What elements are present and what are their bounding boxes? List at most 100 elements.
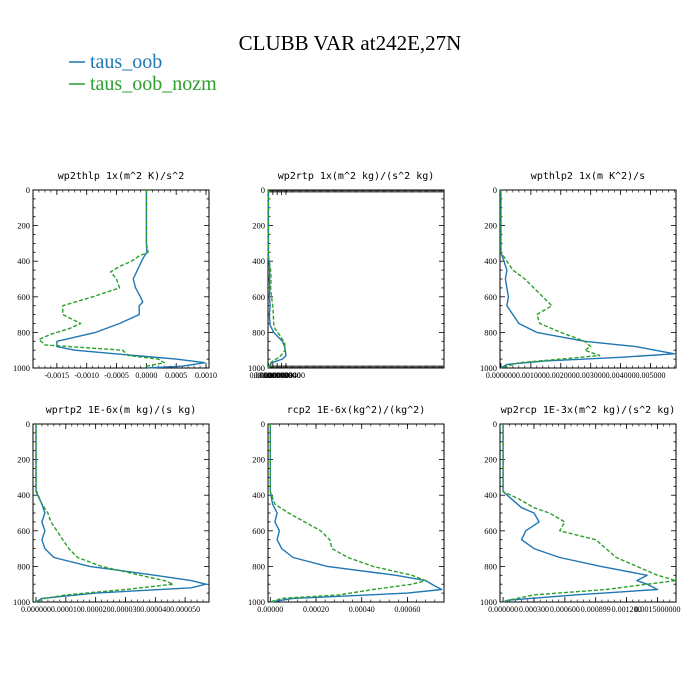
legend: taus_oob taus_oob_nozm <box>69 51 217 95</box>
y-tick-label: 400 <box>252 256 265 266</box>
x-tick-label: 0.000040 <box>140 605 170 614</box>
legend-label-taus-oob-nozm: taus_oob_nozm <box>90 73 217 95</box>
series-line-taus-oob-nozm <box>38 190 166 368</box>
x-tick-label: 0.00040 <box>349 605 375 614</box>
x-tick-label: 0.000000 <box>488 605 518 614</box>
y-tick-label: 800 <box>252 561 265 571</box>
plot-frame <box>499 423 677 603</box>
y-tick-label: 200 <box>252 221 265 231</box>
x-tick-label: 0.002000 <box>546 371 576 380</box>
x-tick-label: 0.0010 <box>195 371 217 380</box>
y-tick-label: 800 <box>484 561 497 571</box>
y-tick-label: 1000 <box>248 597 265 607</box>
x-tick-label: 0.001000 <box>516 371 546 380</box>
x-tick-label: -0.0010 <box>74 371 99 380</box>
x-tick-label: 0.001200 <box>612 605 642 614</box>
y-tick-label: 400 <box>17 256 30 266</box>
y-tick-label: 1000 <box>480 597 497 607</box>
x-tick-label: 0.005000 <box>636 371 666 380</box>
y-tick-label: 1000 <box>13 363 30 373</box>
series-line-taus-oob <box>269 424 443 603</box>
y-tick-label: 0 <box>493 185 497 195</box>
x-tick-label: -0.0015 <box>45 371 70 380</box>
plot-frame <box>267 189 445 369</box>
series-line-taus-oob-nozm <box>502 424 677 603</box>
y-tick-label: 200 <box>484 455 497 465</box>
x-tick-label: 0.00000 <box>257 605 283 614</box>
series-line-taus-oob-nozm <box>269 424 427 603</box>
series-line-taus-oob-nozm <box>500 190 601 369</box>
panel-2: wp2rtp 1x(m^2 kg)/(s^2 kg) 0 200 400 600 800 1… <box>248 171 445 380</box>
y-tick-label: 400 <box>484 490 497 500</box>
y-tick-label: 0 <box>261 185 265 195</box>
x-tick-label: 0.000300 <box>519 605 549 614</box>
x-tick-label: 0.00060 <box>394 605 420 614</box>
x-tick-label: -0.0005 <box>104 371 129 380</box>
panel-title: wpthlp2 1x(m K^2)/s <box>531 171 645 182</box>
x-tick-label: 0.00000200 <box>258 371 296 380</box>
y-tick-label: 200 <box>252 455 265 465</box>
x-tick-label: 0.0000 <box>135 371 157 380</box>
y-tick-label: 1000 <box>13 597 30 607</box>
x-tick-label: 0.0015000000 <box>634 605 680 614</box>
series-line-taus-oob <box>500 190 676 369</box>
figure-title: CLUBB VAR at242E,27N <box>239 31 462 55</box>
panel-4: wprtp2 1E-6x(m kg)/(s kg) 0 200 400 600 800 10… <box>13 405 210 614</box>
series-line-taus-oob <box>35 424 207 603</box>
y-tick-label: 800 <box>484 327 497 337</box>
x-tick-label: 0.000899 <box>581 605 611 614</box>
y-tick-label: 600 <box>484 526 497 536</box>
y-tick-label: 200 <box>17 221 30 231</box>
series-line-taus-oob <box>502 424 659 603</box>
y-tick-label: 400 <box>17 490 30 500</box>
x-tick-label: 0.0005 <box>165 371 187 380</box>
plot-frame <box>267 423 445 603</box>
legend-label-taus-oob: taus_oob <box>90 51 162 73</box>
x-tick-label: 0.00020 <box>303 605 329 614</box>
panel-title: wp2thlp 1x(m^2 K)/s^2 <box>58 171 184 182</box>
panel-1: wp2thlp 1x(m^2 K)/s^2 0 200 400 600 800 1000 -0… <box>13 171 217 380</box>
y-tick-label: 800 <box>252 327 265 337</box>
y-tick-label: 400 <box>484 256 497 266</box>
x-tick-label: 0.003000 <box>576 371 606 380</box>
y-tick-label: 200 <box>17 455 30 465</box>
y-tick-label: 600 <box>17 526 30 536</box>
y-tick-label: 600 <box>252 526 265 536</box>
x-tick-label: 0.00000100 <box>254 371 292 380</box>
y-tick-label: 1000 <box>248 363 265 373</box>
y-tick-label: 0 <box>26 419 30 429</box>
x-tick-label: 0.004000 <box>606 371 636 380</box>
x-tick-label: 0.00000400 <box>267 371 305 380</box>
panels: wp2thlp 1x(m^2 K)/s^2 0 200 400 600 800 1000 -0… <box>13 171 680 614</box>
x-tick-label: 0.000020 <box>81 605 111 614</box>
y-tick-label: 200 <box>484 221 497 231</box>
y-tick-label: 0 <box>261 419 265 429</box>
y-tick-label: 800 <box>17 561 30 571</box>
y-tick-label: 800 <box>17 327 30 337</box>
panel-3: wpthlp2 1x(m K^2)/s020040060080010000.00… <box>480 171 677 380</box>
plot-frame <box>32 423 210 603</box>
series-line-taus-oob-nozm <box>267 190 286 369</box>
panel-title: rcp2 1E-6x(kg^2)/(kg^2) <box>287 405 425 416</box>
panel-title: wp2rtp 1x(m^2 kg)/(s^2 kg) <box>278 171 435 182</box>
y-tick-label: 1000 <box>480 363 497 373</box>
x-tick-label: 0.000030 <box>110 605 140 614</box>
x-tick-label: 0.000010 <box>51 605 81 614</box>
panel-5: rcp2 1E-6x(kg^2)/(kg^2) 0 200 400 600 800 1000… <box>248 405 445 614</box>
x-tick-label: 0.00000300 <box>263 371 301 380</box>
y-tick-label: 600 <box>252 292 265 302</box>
x-tick-label: 0.000000 <box>486 371 516 380</box>
y-tick-label: 400 <box>252 490 265 500</box>
series-line-taus-oob-nozm <box>35 424 174 603</box>
x-tick-label: 0.000000 <box>21 605 51 614</box>
x-tick-label: 0.000600 <box>550 605 580 614</box>
x-tick-label: 0.000050 <box>170 605 200 614</box>
y-tick-label: 600 <box>17 292 30 302</box>
panel-title: wp2rcp 1E-3x(m^2 kg)/(s^2 kg) <box>501 405 676 416</box>
panel-6: wp2rcp 1E-3x(m^2 kg)/(s^2 kg) 0 200 400 600 8… <box>480 405 680 614</box>
series-line-taus-oob <box>267 190 287 369</box>
y-tick-label: 0 <box>26 185 30 195</box>
panel-title: wprtp2 1E-6x(m kg)/(s kg) <box>46 405 197 416</box>
y-tick-label: 600 <box>484 292 497 302</box>
